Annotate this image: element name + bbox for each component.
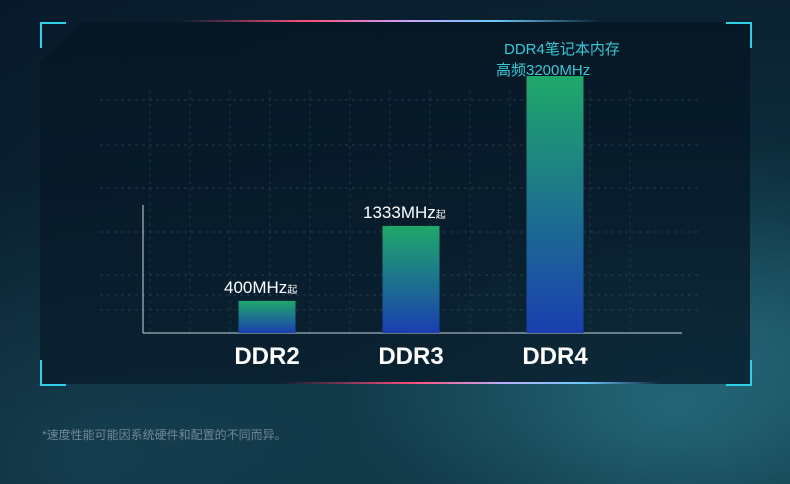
top-glow-line bbox=[180, 20, 600, 22]
bar-label-ddr4-line1: DDR4笔记本内存 bbox=[504, 41, 620, 58]
corner-bracket-top-right bbox=[726, 22, 752, 48]
bar-label-ddr3: 1333MHz起 bbox=[363, 203, 446, 222]
bar-ddr3 bbox=[382, 225, 440, 333]
bar-label-value: 400MHz bbox=[224, 278, 287, 297]
bars bbox=[238, 76, 584, 333]
bar-label-value: 1333MHz bbox=[363, 203, 436, 222]
footnote: *速度性能可能因系统硬件和配置的不同而异。 bbox=[42, 428, 287, 442]
bar-label-suffix: 起 bbox=[436, 209, 446, 221]
bar-label-suffix: 起 bbox=[287, 284, 297, 296]
category-label-ddr3: DDR3 bbox=[378, 343, 443, 370]
bar-ddr2 bbox=[238, 300, 296, 333]
bottom-glow-line bbox=[280, 382, 660, 384]
category-label-ddr2: DDR2 bbox=[234, 343, 299, 370]
bar-label-ddr2: 400MHz起 bbox=[224, 278, 297, 297]
category-label-ddr4: DDR4 bbox=[522, 343, 588, 370]
bar-label-ddr4-line2: 高频3200MHz bbox=[496, 62, 590, 79]
bar-ddr4 bbox=[526, 76, 584, 333]
corner-bracket-top-left bbox=[40, 22, 66, 48]
corner-bracket-bottom-left bbox=[40, 360, 66, 386]
category-labels: DDR2 DDR3 DDR4 bbox=[234, 343, 588, 370]
corner-bracket-bottom-right bbox=[726, 360, 752, 386]
